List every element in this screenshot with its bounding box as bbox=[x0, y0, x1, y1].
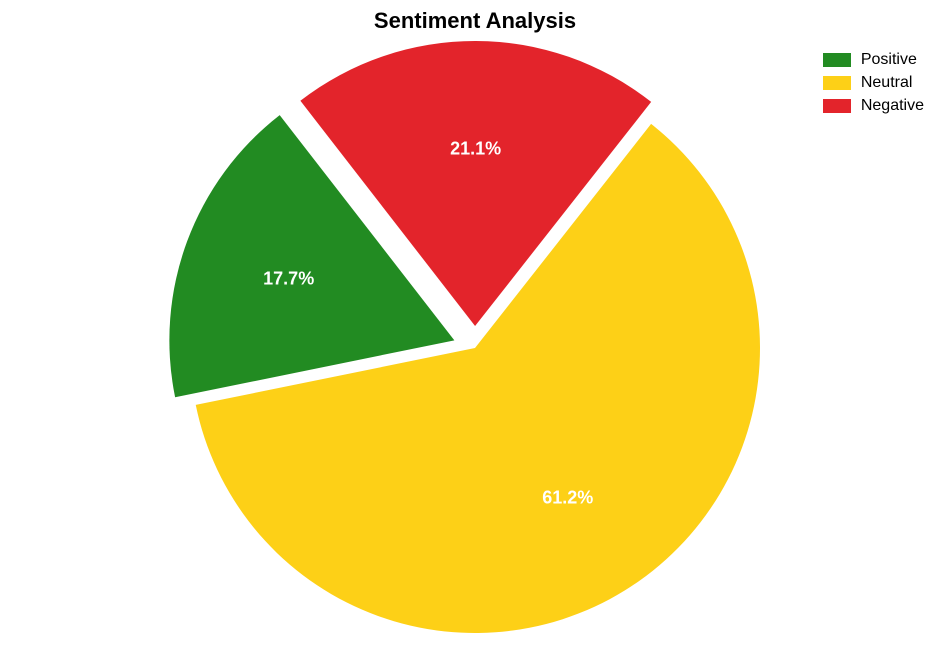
legend-item-positive: Positive bbox=[823, 48, 924, 71]
slice-label-positive: 17.7% bbox=[263, 268, 314, 289]
legend-label-positive: Positive bbox=[861, 51, 917, 69]
sentiment-pie-chart: Sentiment Analysis 61.2%17.7%21.1% Posit… bbox=[0, 0, 950, 662]
legend-label-negative: Negative bbox=[861, 97, 924, 115]
slice-label-negative: 21.1% bbox=[450, 139, 501, 160]
legend-label-neutral: Neutral bbox=[861, 74, 913, 92]
legend-swatch-negative bbox=[823, 99, 851, 113]
legend-swatch-neutral bbox=[823, 76, 851, 90]
chart-legend: Positive Neutral Negative bbox=[823, 48, 924, 117]
slice-label-neutral: 61.2% bbox=[542, 488, 593, 509]
pie-svg bbox=[0, 0, 950, 662]
legend-item-negative: Negative bbox=[823, 94, 924, 117]
legend-item-neutral: Neutral bbox=[823, 71, 924, 94]
legend-swatch-positive bbox=[823, 53, 851, 67]
